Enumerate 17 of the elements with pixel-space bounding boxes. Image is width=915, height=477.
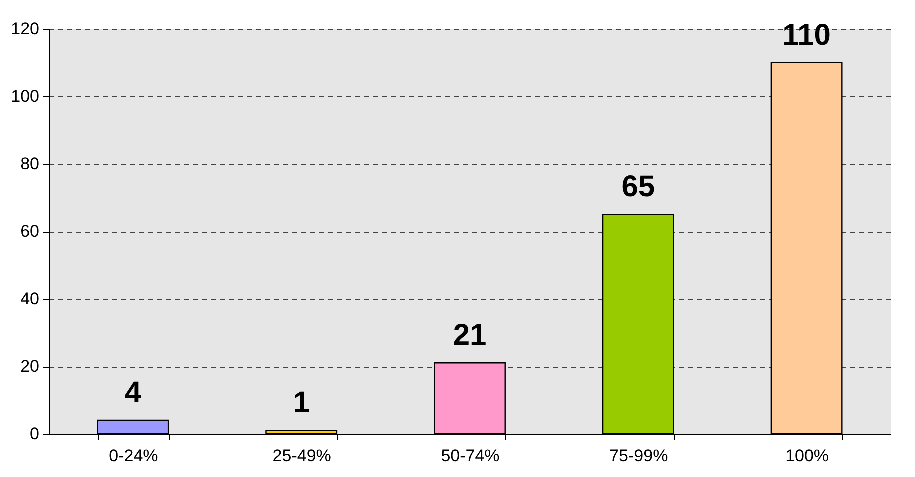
data-label: 4 [124, 376, 142, 410]
data-label: 21 [453, 319, 487, 352]
y-tick-label: 60 [20, 222, 40, 241]
y-tick-label: 20 [20, 357, 40, 376]
data-label: 65 [622, 170, 656, 204]
x-tick-label: 100% [786, 446, 830, 466]
x-tick-label: 0-24% [109, 446, 158, 466]
x-tick-label: 50-74% [441, 446, 500, 466]
y-tick-label: 40 [20, 290, 40, 308]
x-tick-label: 25-49% [272, 446, 332, 466]
y-tick-label: 120 [11, 20, 40, 38]
data-label: 110 [782, 18, 832, 52]
x-tick-label: 75-99% [610, 446, 668, 466]
y-tick-label: 0 [30, 424, 40, 444]
y-tick-label: 100 [11, 87, 40, 106]
y-tick-label: 80 [20, 154, 40, 174]
data-label: 1 [293, 386, 310, 420]
